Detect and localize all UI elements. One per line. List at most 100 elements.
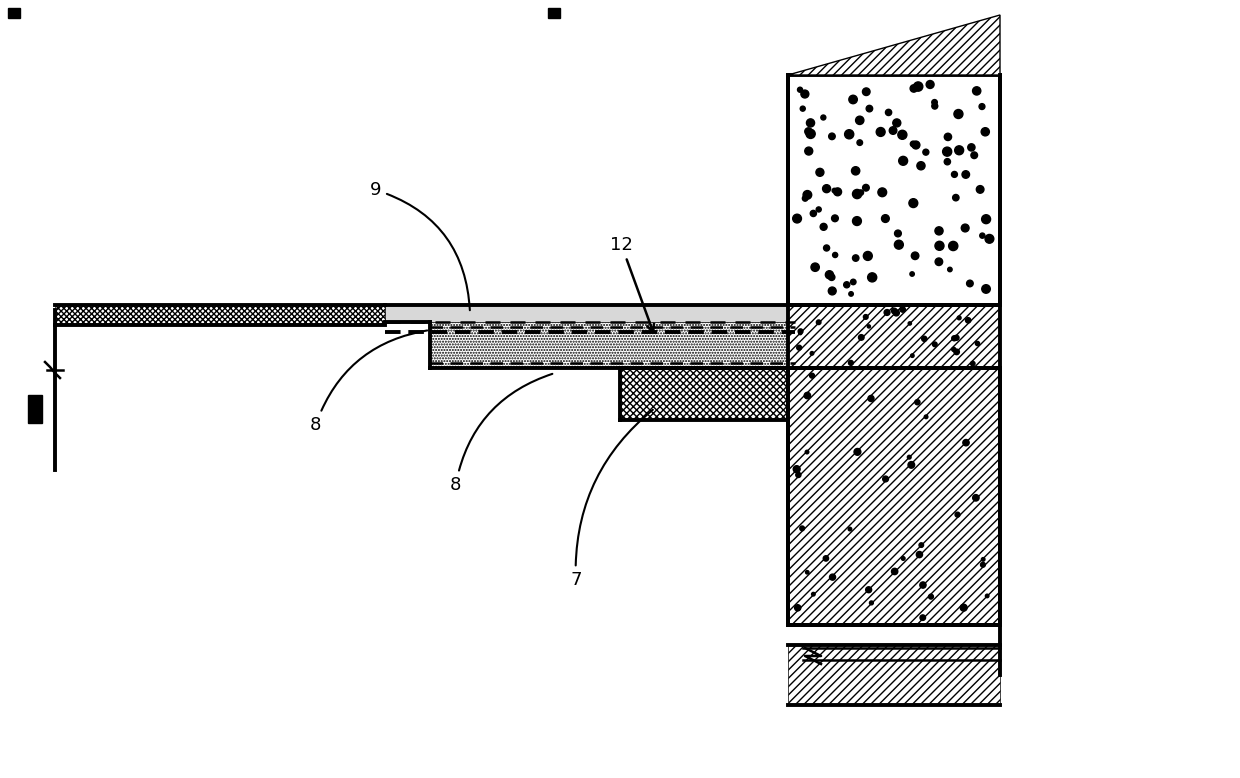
Point bbox=[849, 136, 869, 149]
Point bbox=[847, 446, 867, 458]
Point bbox=[846, 252, 866, 265]
Point bbox=[846, 165, 866, 177]
Point bbox=[893, 128, 913, 141]
Bar bbox=[787, 368, 999, 625]
Point bbox=[862, 272, 882, 284]
Point bbox=[847, 215, 867, 227]
Point bbox=[801, 128, 821, 140]
Point bbox=[901, 459, 921, 471]
Point bbox=[906, 138, 926, 151]
Point bbox=[839, 523, 859, 535]
Point bbox=[802, 347, 822, 359]
Point bbox=[789, 468, 808, 481]
Point bbox=[804, 207, 823, 219]
Point bbox=[976, 213, 996, 226]
Point bbox=[908, 80, 928, 93]
Point bbox=[904, 197, 924, 209]
Point bbox=[825, 212, 844, 225]
Bar bbox=[384, 305, 787, 368]
Point bbox=[808, 316, 828, 328]
Point bbox=[903, 349, 923, 362]
Text: 8: 8 bbox=[310, 331, 428, 434]
Point bbox=[797, 446, 817, 458]
Point bbox=[795, 192, 815, 205]
Point bbox=[792, 103, 812, 115]
Point bbox=[950, 144, 970, 156]
Bar bbox=[430, 322, 795, 368]
Point bbox=[920, 79, 940, 91]
Bar bbox=[384, 305, 795, 322]
Point bbox=[967, 85, 987, 97]
Bar bbox=[787, 75, 999, 305]
Point bbox=[851, 187, 870, 199]
Text: 9: 9 bbox=[370, 181, 470, 310]
Point bbox=[862, 597, 882, 609]
Point bbox=[921, 591, 941, 603]
Point bbox=[925, 100, 945, 112]
Point bbox=[797, 389, 817, 401]
Point bbox=[827, 186, 847, 198]
Point bbox=[929, 255, 949, 268]
Point bbox=[856, 181, 875, 194]
Point bbox=[883, 124, 903, 137]
Point bbox=[822, 571, 842, 584]
Point bbox=[956, 168, 976, 180]
Point bbox=[859, 584, 879, 596]
Point bbox=[858, 250, 878, 262]
Point bbox=[787, 601, 807, 614]
Point bbox=[849, 114, 869, 127]
Bar bbox=[787, 305, 999, 368]
Point bbox=[859, 103, 879, 115]
Point bbox=[875, 212, 895, 225]
Point bbox=[937, 131, 957, 143]
Point bbox=[889, 239, 909, 251]
Point bbox=[899, 451, 919, 464]
Point bbox=[859, 321, 879, 333]
Point bbox=[887, 117, 906, 129]
Point bbox=[911, 159, 931, 172]
Point bbox=[893, 303, 913, 316]
Point bbox=[888, 227, 908, 240]
Point bbox=[841, 288, 861, 300]
Point bbox=[904, 82, 924, 95]
Point bbox=[873, 186, 893, 198]
Point bbox=[914, 332, 934, 345]
Point bbox=[893, 552, 913, 565]
Bar bbox=[620, 368, 787, 420]
Point bbox=[937, 145, 957, 158]
Point bbox=[887, 307, 906, 319]
Point bbox=[817, 242, 837, 254]
Bar bbox=[430, 322, 795, 368]
Point bbox=[843, 275, 863, 288]
Point bbox=[792, 522, 812, 534]
Point bbox=[956, 436, 976, 449]
Point bbox=[944, 240, 963, 252]
Point bbox=[937, 156, 957, 168]
Point bbox=[913, 579, 932, 591]
Point bbox=[946, 191, 966, 204]
Bar bbox=[787, 645, 999, 705]
Point bbox=[797, 566, 817, 579]
Point bbox=[961, 141, 981, 153]
Point bbox=[972, 100, 992, 113]
Point bbox=[908, 396, 928, 408]
Point bbox=[903, 138, 923, 150]
Point bbox=[967, 338, 987, 350]
Point bbox=[825, 249, 844, 261]
Point bbox=[810, 166, 830, 178]
Point bbox=[816, 552, 836, 565]
Point bbox=[916, 411, 936, 423]
Polygon shape bbox=[29, 395, 42, 423]
Point bbox=[825, 184, 844, 197]
Text: 7: 7 bbox=[570, 410, 652, 589]
Point bbox=[925, 338, 945, 351]
Point bbox=[837, 279, 857, 291]
Point bbox=[963, 357, 983, 370]
Point bbox=[805, 261, 825, 273]
Point bbox=[861, 392, 880, 405]
Point bbox=[929, 225, 949, 237]
Point bbox=[877, 307, 897, 319]
Point bbox=[799, 145, 818, 157]
Point bbox=[786, 463, 806, 475]
Point bbox=[930, 240, 950, 252]
